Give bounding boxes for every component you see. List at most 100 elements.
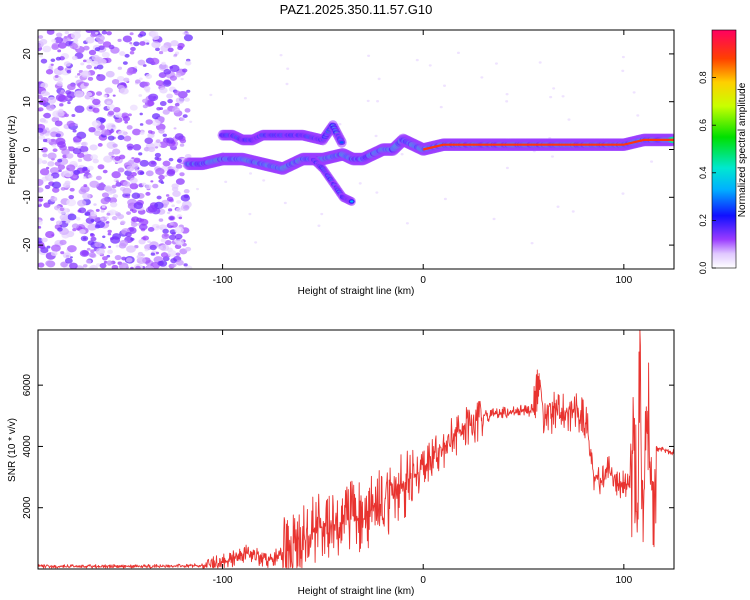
spectrogram-speckle <box>119 87 129 95</box>
spectrogram-speckle <box>69 262 78 269</box>
spectrogram-speckle <box>157 260 164 266</box>
spectrogram-speckle <box>144 137 154 144</box>
spectrogram-speckle <box>139 131 145 135</box>
spectrogram-speckle <box>117 38 122 42</box>
spectrogram-speckle <box>105 70 115 78</box>
spectrogram-speckle <box>81 70 89 77</box>
spectrogram-speckle <box>74 105 85 113</box>
spectrogram-speckle <box>186 89 191 93</box>
spectrogram-speckle <box>505 100 509 103</box>
spectrogram-speckle <box>185 32 190 35</box>
spectrogram-speckle <box>163 68 172 75</box>
spectrogram-speckle <box>88 252 96 258</box>
spectrogram-speckle <box>428 64 432 67</box>
spectrogram-speckle <box>100 209 105 213</box>
spectrogram-speckle <box>59 239 67 246</box>
spectrogram-speckle <box>51 39 57 43</box>
spectrogram-speckle <box>101 205 106 209</box>
spectrogram-speckle <box>159 101 167 107</box>
spectrogram-speckle <box>145 265 155 269</box>
spectrogram-speckle <box>248 212 252 216</box>
spectrogram-speckle <box>175 72 182 78</box>
spectrogram-speckle <box>95 248 105 255</box>
spectrogram-speckle <box>85 36 95 44</box>
spectrogram-speckle <box>46 104 55 111</box>
spectrogram-speckle <box>69 43 78 50</box>
spectrogram-speckle <box>148 93 159 102</box>
spectrogram-speckle <box>154 152 161 158</box>
spectrogram-speckle <box>88 49 97 56</box>
spectrogram-speckle <box>122 181 131 187</box>
spectrogram-speckle <box>138 238 146 245</box>
spectrogram-speckle <box>40 147 48 153</box>
spectrogram-speckle <box>90 233 94 236</box>
spectrogram-speckle <box>174 102 180 107</box>
spectrogram-speckle <box>405 222 409 225</box>
spectrogram-speckle <box>92 98 101 106</box>
x-tick-label: 0 <box>420 575 426 586</box>
x-tick-label: 100 <box>615 275 632 286</box>
spectrogram-speckle <box>95 221 105 229</box>
spectrogram-speckle <box>128 227 135 232</box>
spectrogram-speckle <box>283 201 287 205</box>
colorbar-tick-label: 0.2 <box>698 214 708 227</box>
spectrogram-speckle <box>155 251 160 255</box>
spectrogram-speckle <box>178 216 183 220</box>
spectrogram-speckle <box>494 62 498 65</box>
spectrogram-speckle <box>111 78 120 85</box>
spectrogram-speckle <box>90 249 95 253</box>
spectrogram-speckle <box>166 93 173 99</box>
spectrogram-speckle <box>182 68 188 73</box>
spectrogram-speckle <box>168 157 174 162</box>
spectrogram-speckle <box>443 84 447 87</box>
spectrogram-speckle <box>138 152 143 156</box>
spectrogram-speckle <box>119 239 129 247</box>
spectrogram-speckle <box>52 187 60 193</box>
spectrogram-xlabel: Height of straight line (km) <box>298 286 415 297</box>
spectrogram-speckle <box>87 76 94 81</box>
spectrogram-speckle <box>151 34 160 40</box>
spectrogram-speckle <box>375 191 379 194</box>
spectrogram-speckle <box>66 120 75 127</box>
spectrogram-speckle <box>74 75 79 79</box>
spectrogram-speckle <box>142 104 148 109</box>
spectrogram-speckle <box>68 195 75 200</box>
spectrogram-speckle <box>155 80 164 87</box>
spectrogram-speckle <box>83 82 90 87</box>
spectrogram-speckle <box>90 154 98 160</box>
spectrogram-speckle <box>145 119 153 125</box>
snr-xlabel: Height of straight line (km) <box>298 586 415 597</box>
spectrogram-speckle <box>144 248 149 252</box>
spectrogram-speckle <box>571 210 575 213</box>
spectrogram-speckle <box>106 31 112 36</box>
spectrogram-speckle <box>132 144 142 151</box>
spectrogram-speckle <box>129 104 138 111</box>
spectrogram-speckle <box>138 223 148 231</box>
spectrogram-speckle <box>50 217 55 221</box>
spectrogram-speckle <box>456 51 460 55</box>
spectrogram-speckle <box>55 220 63 226</box>
spectrogram-speckle <box>173 53 178 57</box>
spectrogram-speckle <box>135 185 139 189</box>
spectrogram-speckle <box>165 194 170 197</box>
spectrogram-speckle <box>139 77 143 81</box>
spectrogram-speckle <box>169 216 175 221</box>
spectrogram-speckle <box>49 196 58 202</box>
spectrogram-speckle <box>114 112 123 118</box>
spectrogram-speckle <box>126 245 136 253</box>
spectrogram-speckle <box>131 209 137 214</box>
spectrogram-speckle <box>107 110 115 116</box>
spectrogram-speckle <box>48 65 53 70</box>
spectrogram-speckle <box>111 264 119 269</box>
spectrogram-speckle <box>377 77 381 81</box>
spectrogram-speckle <box>169 75 178 81</box>
spectrogram-speckle <box>358 182 362 185</box>
spectrogram-speckle <box>95 208 100 212</box>
spectrogram-speckle <box>480 76 484 79</box>
spectrogram-speckle <box>130 43 134 47</box>
spectrogram-speckle <box>286 67 290 70</box>
spectrogram-speckle <box>136 254 142 259</box>
snr-series-line <box>38 330 674 569</box>
x-tick-label: -100 <box>213 575 233 586</box>
figure-title: PAZ1.2025.350.11.57.G10 <box>280 2 433 17</box>
